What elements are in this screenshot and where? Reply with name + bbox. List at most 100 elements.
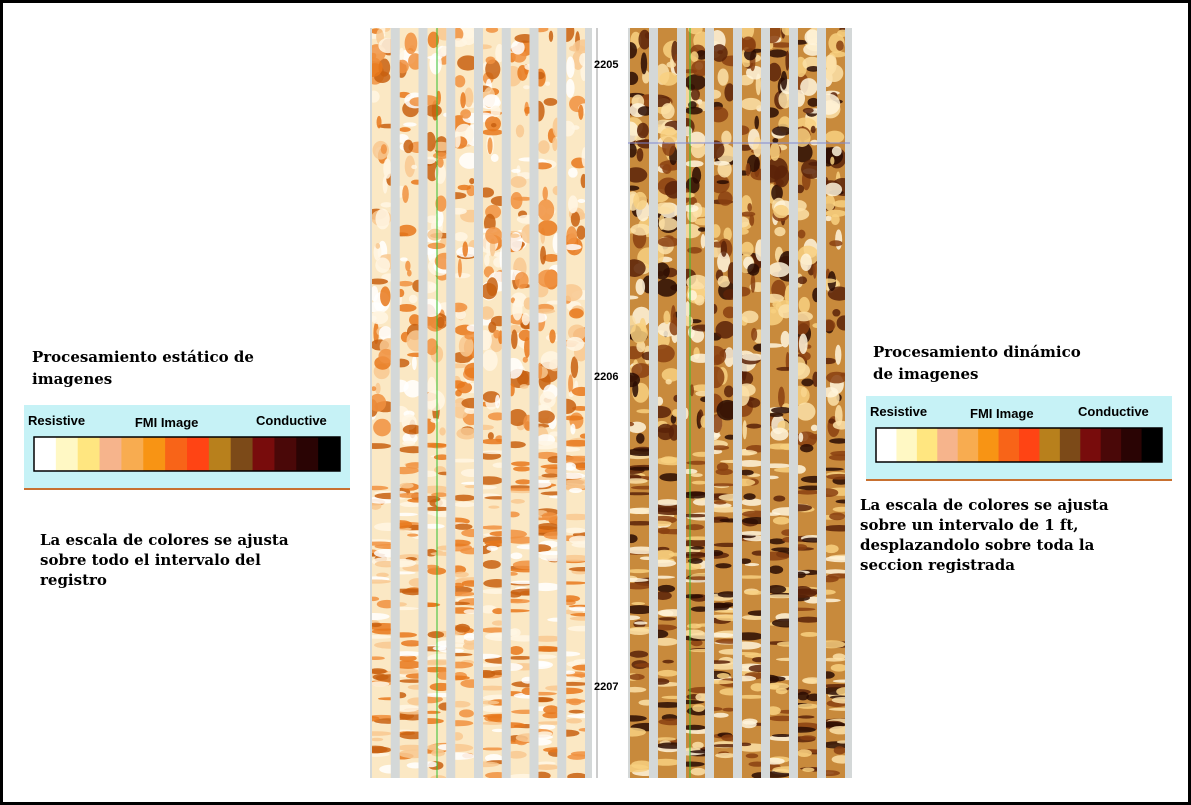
texture-blob (629, 674, 645, 680)
texture-blob (383, 159, 391, 179)
texture-blob (741, 498, 764, 505)
texture-blob (799, 333, 808, 354)
texture-blob (405, 261, 410, 272)
texture-blob (493, 330, 500, 339)
texture-blob (568, 195, 578, 213)
texture-blob (835, 345, 841, 365)
texture-blob (537, 523, 559, 530)
texture-blob (566, 79, 575, 98)
texture-blob (402, 185, 409, 203)
texture-blob (425, 390, 445, 411)
legend-resistive: Resistive (28, 413, 85, 428)
texture-blob (659, 72, 678, 86)
texture-blob (829, 513, 845, 521)
texture-blob (715, 321, 735, 339)
texture-blob (578, 105, 583, 120)
texture-blob (663, 311, 670, 325)
legend-title: FMI Image (135, 415, 199, 430)
texture-blob (690, 51, 698, 62)
color-swatch (143, 437, 165, 471)
texture-blob (491, 123, 497, 127)
color-swatch (1101, 428, 1122, 462)
texture-blob (718, 191, 733, 206)
texture-blob (802, 768, 814, 772)
figure: 220522062207Procesamiento estático deima… (0, 0, 1191, 805)
texture-blob (753, 137, 762, 157)
texture-blob (751, 328, 757, 341)
texture-blob (797, 692, 809, 701)
texture-blob (568, 698, 581, 705)
texture-blob (687, 247, 702, 254)
texture-blob (797, 749, 812, 757)
texture-blob (692, 167, 701, 184)
texture-blob (691, 473, 703, 477)
texture-blob (830, 157, 834, 165)
texture-blob (655, 737, 676, 741)
texture-blob (522, 313, 530, 326)
texture-blob (491, 105, 501, 117)
texture-blob (373, 674, 389, 680)
texture-blob (460, 92, 465, 108)
texture-blob (829, 240, 842, 246)
texture-blob (536, 410, 555, 423)
color-swatch (274, 437, 296, 471)
texture-blob (800, 735, 816, 740)
texture-blob (688, 101, 697, 108)
texture-blob (747, 264, 759, 276)
color-swatch (958, 428, 979, 462)
texture-blob (666, 379, 672, 385)
texture-blob (655, 279, 677, 297)
color-swatch (1142, 428, 1163, 462)
texture-blob (399, 483, 413, 489)
texture-blob (511, 499, 525, 504)
texture-blob (657, 528, 669, 535)
texture-blob (722, 602, 735, 607)
texture-blob (772, 126, 791, 135)
texture-blob (453, 572, 468, 578)
color-swatch (978, 428, 999, 462)
texture-blob (375, 257, 390, 272)
color-swatch (187, 437, 209, 471)
texture-blob (544, 98, 558, 106)
texture-blob (692, 704, 705, 712)
panel-note: sobre un intervalo de 1 ft, (860, 516, 1079, 534)
texture-blob (641, 52, 647, 74)
texture-blob (483, 560, 501, 569)
texture-blob (405, 32, 418, 54)
texture-blob (545, 82, 550, 86)
texture-blob (453, 524, 472, 530)
texture-blob (832, 146, 842, 156)
texture-blob (510, 553, 522, 560)
panel-note: seccion registrada (860, 556, 1015, 574)
texture-blob (537, 731, 552, 736)
texture-blob (824, 55, 836, 70)
texture-blob (835, 405, 843, 426)
texture-blob (721, 241, 727, 257)
texture-blob (488, 506, 499, 509)
depth-label: 2205 (594, 59, 618, 71)
color-swatch (1019, 428, 1040, 462)
texture-blob (785, 51, 789, 71)
texture-blob (403, 122, 417, 126)
color-swatch (56, 437, 78, 471)
texture-blob (746, 424, 762, 429)
texture-blob (836, 40, 844, 50)
texture-blob (455, 624, 470, 633)
color-swatch (1121, 428, 1142, 462)
texture-blob (569, 710, 584, 714)
texture-blob (825, 210, 846, 217)
texture-blob (741, 242, 754, 256)
texture-blob (397, 493, 422, 498)
texture-blob (743, 493, 755, 500)
texture-blob (516, 125, 524, 138)
panel-note: sobre todo el intervalo del (40, 551, 261, 569)
texture-blob (769, 565, 784, 574)
texture-blob (569, 308, 584, 318)
texture-blob (627, 569, 651, 573)
texture-blob (542, 512, 558, 521)
texture-blob (744, 590, 763, 595)
texture-blob (636, 433, 645, 444)
texture-blob (381, 144, 387, 154)
texture-blob (515, 479, 531, 484)
texture-blob (412, 356, 417, 370)
